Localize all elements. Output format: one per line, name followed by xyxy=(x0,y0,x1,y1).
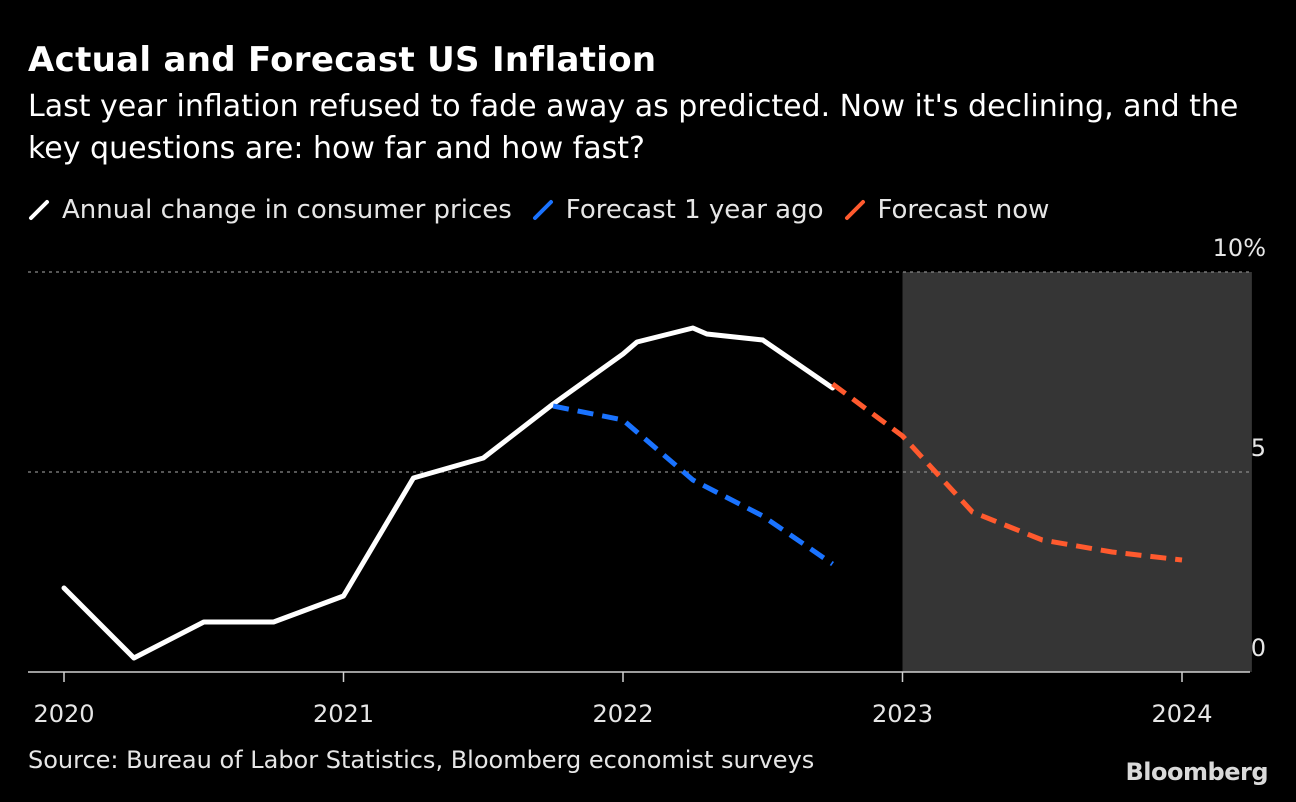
source-note: Source: Bureau of Labor Statistics, Bloo… xyxy=(28,746,815,774)
x-tick-label-2: 2022 xyxy=(592,700,653,728)
y-tick-label-1: 5 xyxy=(1251,434,1266,462)
series-line-0 xyxy=(61,325,836,661)
legend-line-icon-white xyxy=(29,200,49,220)
legend: Annual change in consumer prices Forecas… xyxy=(28,192,1069,228)
legend-line-icon-orange xyxy=(844,200,865,220)
legend-item-forecast-now: Forecast now xyxy=(844,195,1050,225)
x-tick-label-4: 2024 xyxy=(1151,700,1212,728)
y-tick-label-0: 0 xyxy=(1251,634,1266,662)
chart-title: Actual and Forecast US Inflation xyxy=(28,40,657,80)
legend-line-icon-blue xyxy=(532,200,553,220)
series-line-2 xyxy=(831,381,1183,563)
legend-item-actual: Annual change in consumer prices xyxy=(28,195,512,225)
legend-label-actual: Annual change in consumer prices xyxy=(62,195,512,225)
x-tick-label-1: 2021 xyxy=(313,700,374,728)
x-tick-label-3: 2023 xyxy=(872,700,933,728)
x-tick-label-0: 2020 xyxy=(33,700,94,728)
y-tick-label-2: 10% xyxy=(1213,234,1266,262)
series-line-1 xyxy=(552,403,835,567)
legend-item-forecast-year-ago: Forecast 1 year ago xyxy=(532,195,824,225)
chart-subtitle: Last year inflation refused to fade away… xyxy=(28,89,1239,166)
bloomberg-logo: Bloomberg xyxy=(1125,758,1269,786)
legend-label-forecast-year-ago: Forecast 1 year ago xyxy=(565,195,824,225)
legend-label-forecast-now: Forecast now xyxy=(877,195,1050,225)
